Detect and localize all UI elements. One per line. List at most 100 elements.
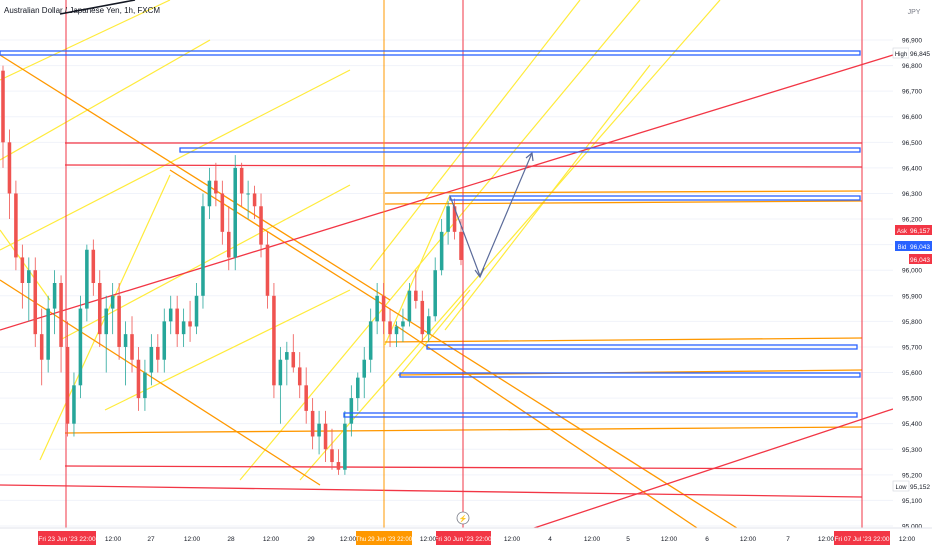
candle (181, 308, 186, 347)
candle (233, 155, 237, 271)
drawing-tools-front-layer[interactable] (0, 50, 861, 418)
candle (259, 193, 263, 258)
yellow-channel-line[interactable] (0, 69, 351, 251)
candle-body (291, 352, 296, 368)
event-flag-icon: ⚡ (459, 514, 468, 523)
candle (1, 65, 5, 168)
bid-value: 96,043 (910, 244, 930, 251)
price-tick-label: 95,100 (902, 498, 922, 505)
orange-horizontal-line[interactable] (384, 337, 863, 343)
yellow-channel-line[interactable] (369, 0, 581, 271)
price-ticks: 95,000 95,100 95,200 95,300 95,400 95,500 95,6… (902, 38, 922, 531)
candle (362, 346, 367, 399)
candle (27, 257, 31, 322)
blue-zone[interactable] (343, 412, 858, 418)
candles-layer (1, 65, 463, 475)
candle (317, 410, 321, 455)
currency-label: JPY (908, 9, 921, 16)
candle-body (214, 180, 218, 194)
price-tick-label: 96,700 (902, 89, 922, 96)
candle-body (207, 180, 212, 207)
yellow-channel-line[interactable] (0, 39, 211, 161)
drawing-tools-layer[interactable] (0, 0, 894, 537)
price-tick-label: 96,400 (902, 165, 922, 172)
candle-body (414, 290, 418, 301)
ask-value: 96,157 (910, 228, 930, 235)
price-axis[interactable]: JPY 95,000 95,100 95,200 95,300 95,400 95,500… (892, 0, 932, 531)
candle-body (285, 352, 289, 360)
yellow-channel-line[interactable] (59, 184, 351, 341)
candle (291, 334, 296, 373)
date-highlight-a (38, 531, 96, 545)
yellow-channel-line[interactable] (444, 64, 651, 331)
grid-layer (0, 39, 893, 527)
candle-body (323, 423, 328, 450)
candle-body (362, 359, 367, 378)
yellow-channel-line[interactable] (299, 0, 721, 481)
red-trend-line[interactable] (509, 408, 894, 537)
candle-body (162, 321, 167, 360)
candle (330, 428, 334, 470)
candle (368, 308, 373, 373)
candle (143, 359, 147, 411)
candle-body (265, 244, 270, 296)
date-highlight-b (356, 531, 412, 545)
candle (214, 162, 218, 207)
candle (175, 295, 179, 347)
price-tick-label: 96,800 (902, 63, 922, 70)
price-tick-label: 95,800 (902, 319, 922, 326)
candle-body (381, 295, 386, 322)
candle-body (246, 193, 250, 195)
candle-body (130, 334, 134, 360)
price-tick-label: 96,500 (902, 140, 922, 147)
time-axis[interactable]: 12:00 27 12:00 28 12:00 29 12:00 4 12:00 5 12:00 6 1… (0, 527, 932, 550)
time-tick-label: 28 (227, 536, 235, 543)
blue-zone[interactable] (449, 195, 861, 201)
yellow-channel-line[interactable] (0, 0, 171, 81)
red-horizontal-line[interactable] (0, 484, 863, 498)
orange-trend-line[interactable] (169, 169, 741, 531)
candle (7, 129, 12, 220)
orange-trend-line[interactable] (394, 324, 701, 531)
blue-zone[interactable] (426, 344, 858, 350)
candle (426, 308, 431, 342)
candle (252, 185, 257, 220)
low-value: 95,152 (910, 484, 930, 491)
candle (46, 295, 50, 373)
candle (439, 219, 444, 276)
candle (33, 257, 38, 347)
high-label: High (895, 52, 907, 58)
event-flag[interactable]: ⚡ (456, 511, 470, 525)
candle-body (227, 231, 231, 258)
date-highlight-c (436, 531, 491, 545)
price-tick-label: 96,300 (902, 191, 922, 198)
candle-body (446, 206, 450, 232)
candle (20, 244, 25, 309)
time-tick-label: 12:00 (740, 536, 757, 543)
candle-body (310, 410, 315, 437)
yellow-channel-line[interactable] (399, 289, 471, 376)
price-tick-label: 96,000 (902, 268, 922, 275)
candle (168, 295, 173, 335)
dark-trend-line[interactable] (59, 0, 136, 15)
yellow-channel-line[interactable] (384, 194, 451, 346)
blue-zone[interactable] (399, 372, 861, 378)
candle-body (304, 385, 308, 411)
candle (452, 198, 457, 240)
candle (72, 372, 76, 437)
orange-horizontal-line[interactable] (384, 190, 863, 194)
orange-horizontal-line[interactable] (384, 200, 863, 205)
orange-trend-line[interactable] (0, 54, 391, 301)
candle-body (181, 321, 186, 335)
candle (59, 275, 63, 373)
candle-body (123, 334, 128, 347)
candle-body (78, 308, 83, 386)
candle (272, 283, 276, 399)
blue-zone[interactable] (179, 147, 861, 153)
blue-zone-high[interactable] (0, 50, 861, 56)
candle (188, 300, 192, 342)
candle-body (194, 295, 199, 327)
yellow-channel-line[interactable] (0, 229, 51, 301)
red-trend-line[interactable] (0, 54, 894, 331)
